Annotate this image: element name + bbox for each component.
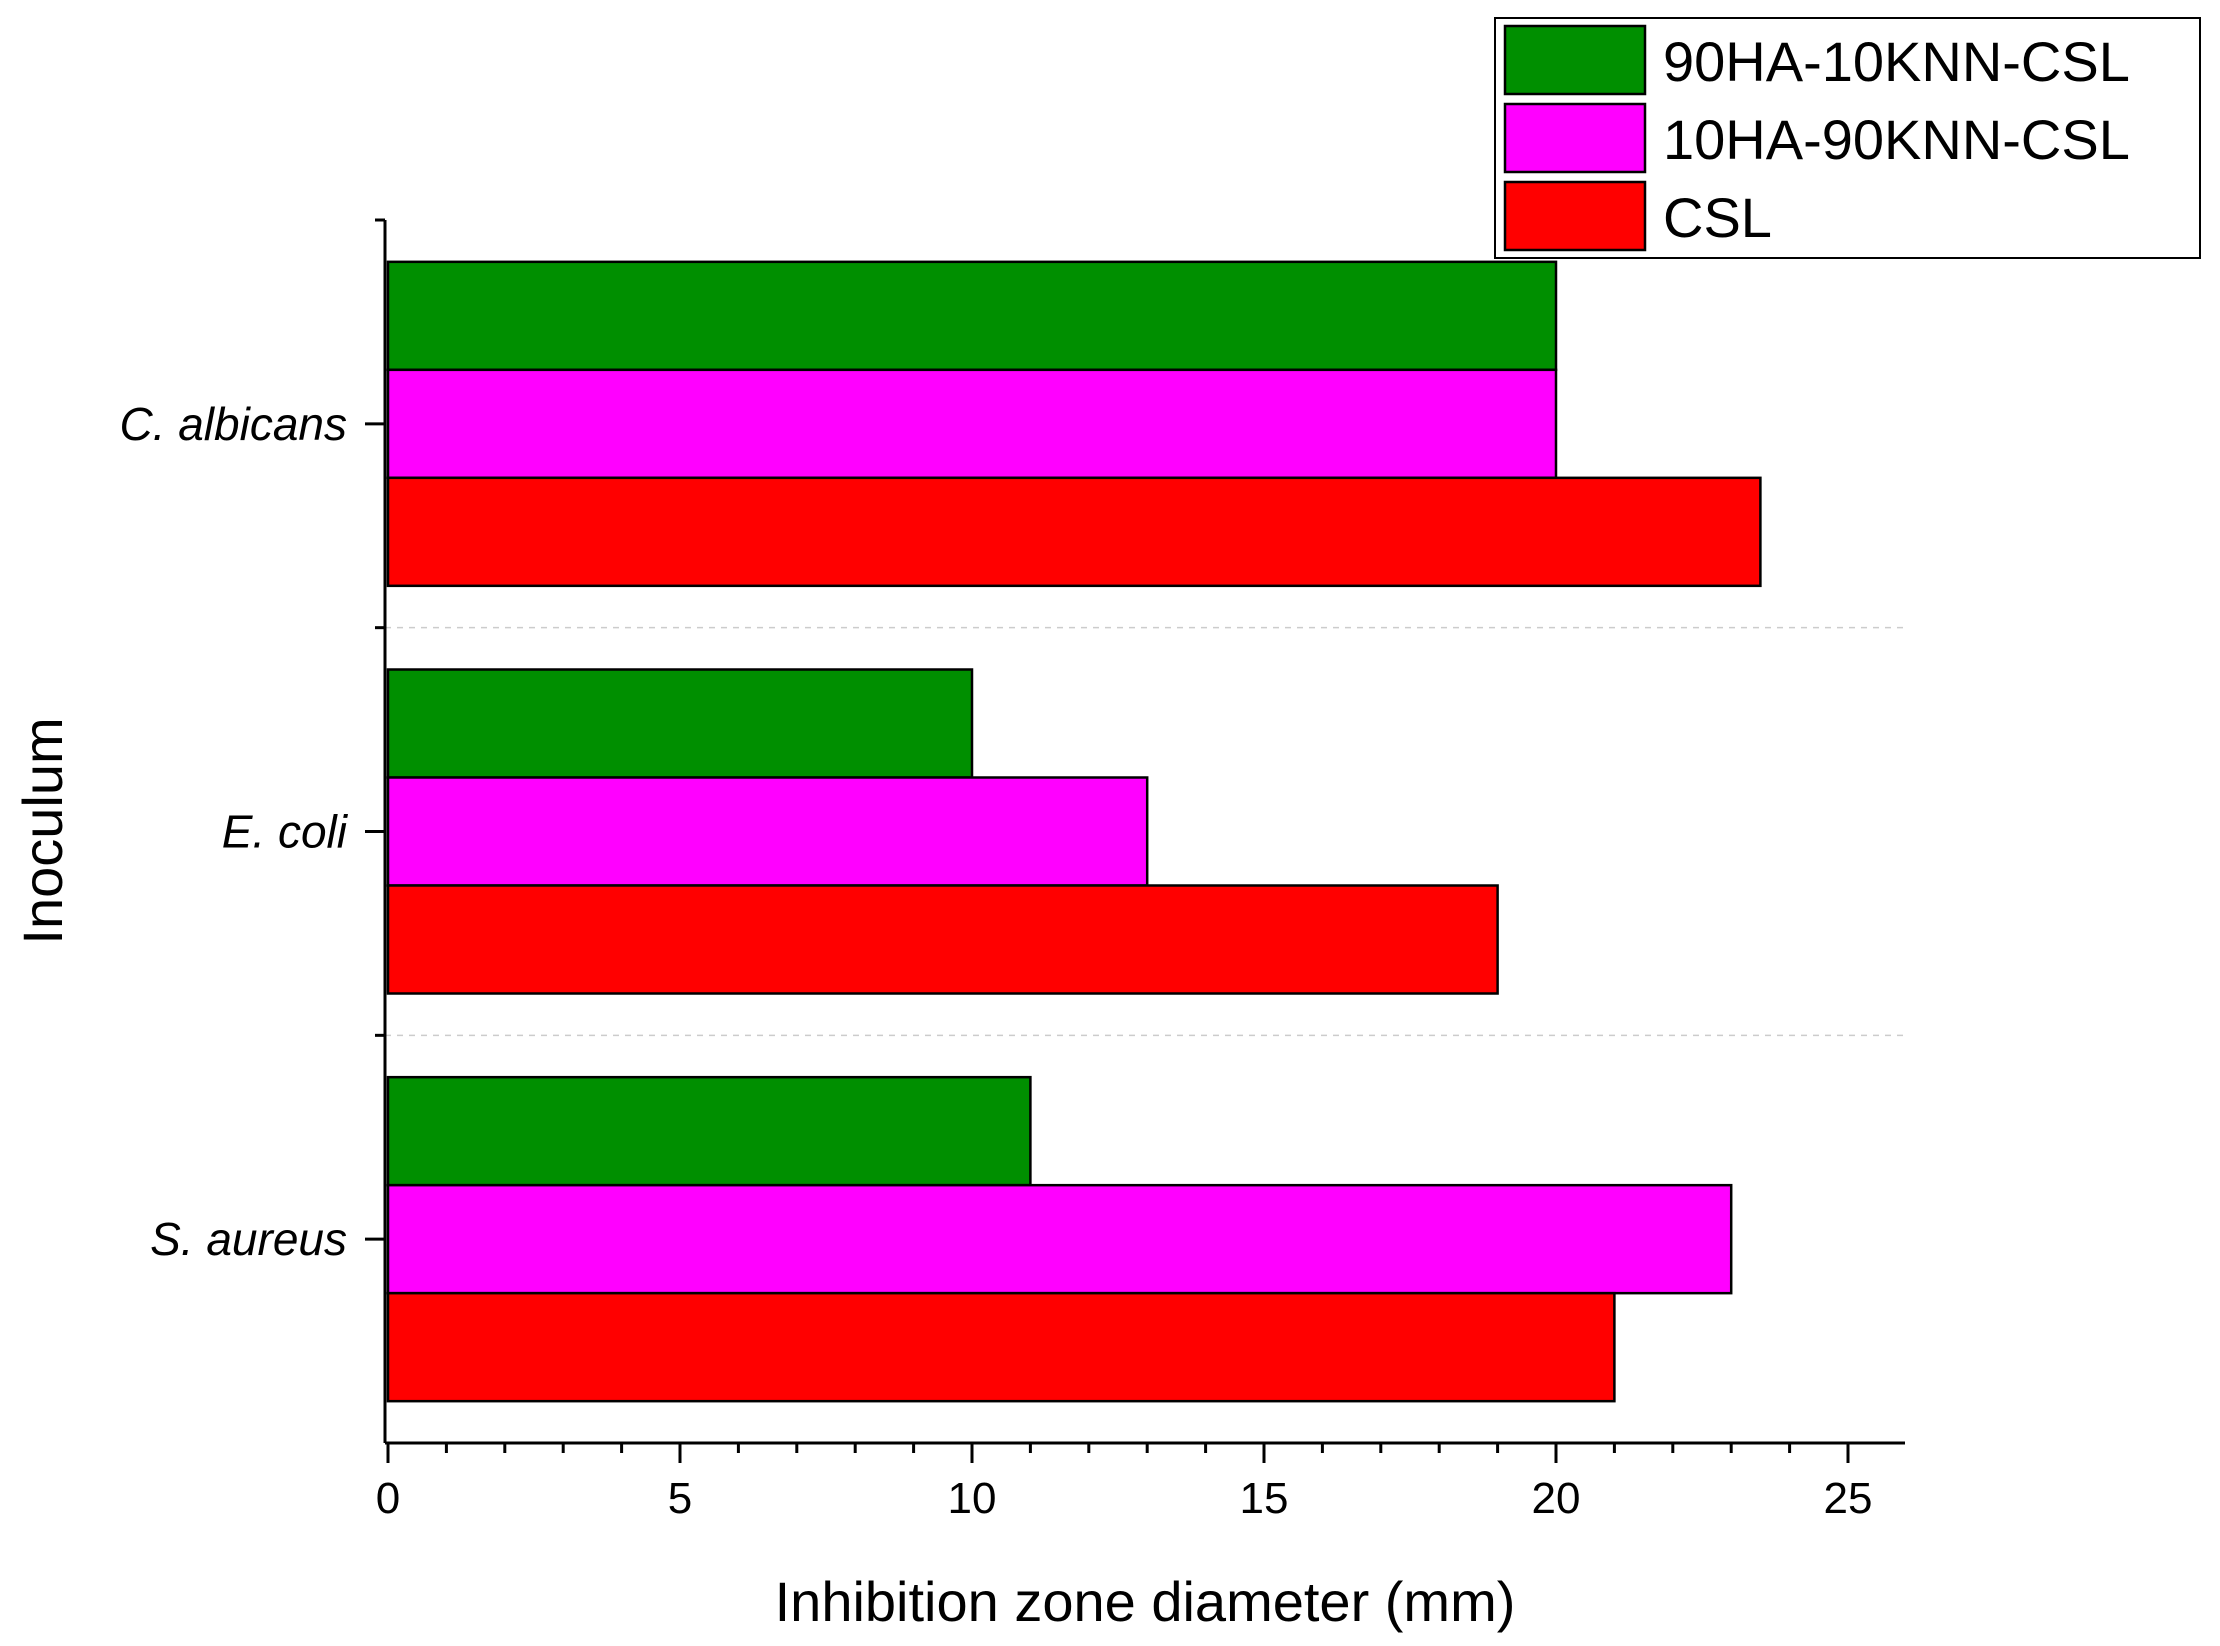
x-axis-title: Inhibition zone diameter (mm)	[775, 1570, 1516, 1633]
x-tick-label: 15	[1240, 1474, 1289, 1523]
bar	[386, 1291, 1616, 1403]
x-tick-label: 25	[1824, 1474, 1873, 1523]
y-tick-label: E. coli	[222, 806, 349, 858]
legend-swatch	[1503, 102, 1647, 174]
bar	[386, 884, 1499, 995]
legend-label: CSL	[1663, 186, 1772, 249]
x-ticks: 0 5 10 15 20 25	[376, 1443, 1873, 1523]
y-ticks: C. albicans E. coli S. aureus	[119, 218, 385, 1265]
bar	[386, 668, 974, 779]
y-tick-label: C. albicans	[119, 398, 347, 450]
y-tick-label: S. aureus	[150, 1213, 347, 1265]
bars-layer	[386, 260, 1762, 1403]
bar	[386, 1183, 1733, 1295]
legend: 90HA-10KNN-CSL 10HA-90KNN-CSL CSL	[1494, 17, 2201, 259]
x-tick-label: 5	[668, 1474, 692, 1523]
legend-label: 90HA-10KNN-CSL	[1663, 30, 2130, 93]
x-tick-label: 20	[1532, 1474, 1581, 1523]
legend-swatch	[1503, 180, 1647, 252]
grid-layer	[385, 626, 1905, 1037]
bar	[386, 1075, 1032, 1187]
x-tick-label: 10	[948, 1474, 997, 1523]
bar	[386, 776, 1149, 887]
bar	[386, 260, 1558, 372]
bar	[386, 368, 1558, 480]
bar	[386, 476, 1762, 588]
y-axis-title: Inoculum	[11, 717, 74, 944]
legend-swatch	[1503, 24, 1647, 96]
legend-label: 10HA-90KNN-CSL	[1663, 108, 2130, 171]
x-tick-label: 0	[376, 1474, 400, 1523]
